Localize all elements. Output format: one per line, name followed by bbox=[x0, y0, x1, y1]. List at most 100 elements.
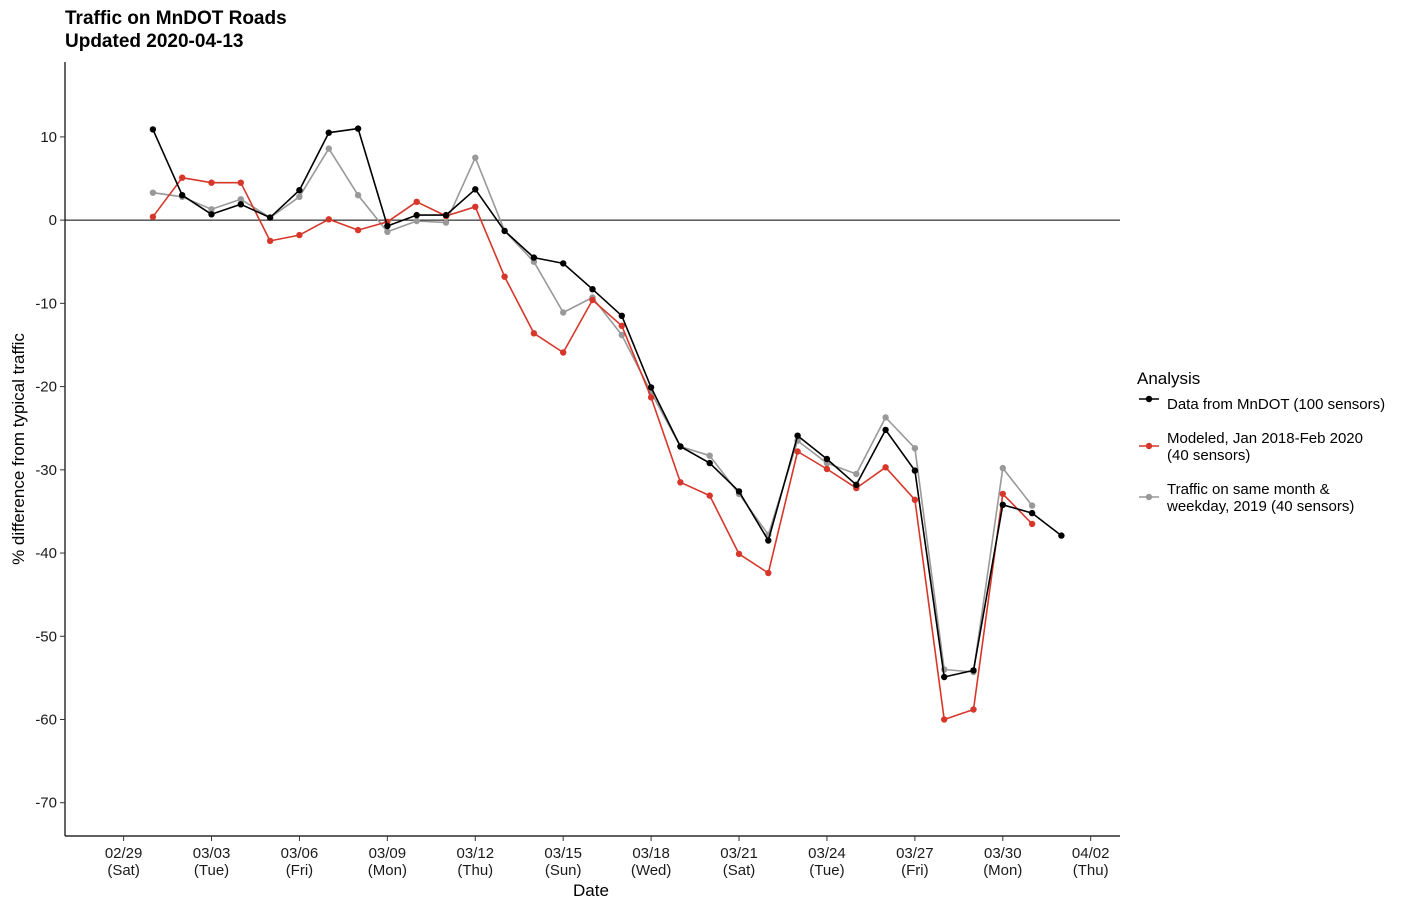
y-tick-label: -50 bbox=[35, 628, 57, 645]
legend-key-point bbox=[1145, 493, 1153, 501]
x-tick-label-date: 04/02 bbox=[1072, 845, 1110, 862]
x-tick-label-weekday: (Mon) bbox=[983, 862, 1022, 879]
y-ticks: 10 0 -10 -20 -30 -40 -50 -60 -70 bbox=[35, 129, 65, 812]
data-point bbox=[911, 467, 919, 474]
x-axis-title: Date bbox=[573, 881, 609, 900]
y-tick-label: 0 bbox=[49, 212, 57, 229]
x-tick-label-date: 02/29 bbox=[105, 845, 143, 862]
data-point bbox=[413, 198, 420, 205]
data-point bbox=[735, 488, 743, 495]
data-point bbox=[354, 226, 362, 234]
legend-label: weekday, 2019 (40 sensors) bbox=[1166, 498, 1354, 515]
data-point bbox=[501, 227, 508, 235]
legend-key-point bbox=[1145, 395, 1153, 403]
y-tick-label: -20 bbox=[35, 379, 57, 396]
data-point bbox=[706, 459, 713, 467]
legend-label: Data from MnDOT (100 sensors) bbox=[1167, 396, 1385, 413]
x-tick-label-weekday: (Sat) bbox=[723, 862, 756, 879]
data-point bbox=[296, 187, 303, 194]
data-point bbox=[853, 481, 860, 488]
data-point bbox=[794, 432, 801, 439]
data-point bbox=[970, 706, 977, 713]
data-point bbox=[911, 496, 919, 503]
data-point bbox=[706, 452, 713, 459]
legend-entry: Modeled, Jan 2018-Feb 2020(40 sensors) bbox=[1139, 430, 1363, 464]
data-point bbox=[208, 206, 215, 213]
data-point bbox=[296, 193, 303, 200]
data-point bbox=[149, 126, 157, 133]
data-point bbox=[208, 211, 215, 218]
data-point bbox=[472, 154, 479, 161]
y-tick-label: -60 bbox=[35, 711, 57, 728]
data-point bbox=[882, 464, 889, 471]
x-tick-label-weekday: (Sat) bbox=[107, 862, 140, 879]
x-tick-label-weekday: (Thu) bbox=[1073, 862, 1109, 879]
legend-key-point bbox=[1145, 442, 1153, 450]
data-point bbox=[384, 228, 391, 235]
data-point bbox=[501, 273, 508, 280]
x-tick-label-date: 03/09 bbox=[369, 845, 407, 862]
data-point bbox=[472, 186, 479, 193]
data-point bbox=[325, 216, 332, 223]
y-tick-label: -30 bbox=[35, 462, 57, 479]
series-layer bbox=[149, 125, 1065, 723]
y-axis-title: % difference from typical traffic bbox=[9, 333, 28, 565]
y-tick-label: -40 bbox=[35, 545, 57, 562]
series-line bbox=[152, 127, 1062, 678]
chart-title-line-1: Traffic on MnDOT Roads bbox=[65, 8, 287, 29]
data-point bbox=[735, 550, 743, 558]
data-point bbox=[618, 322, 625, 329]
legend-entry: Data from MnDOT (100 sensors) bbox=[1139, 395, 1385, 413]
legend-label: (40 sensors) bbox=[1167, 447, 1250, 464]
series-0 bbox=[149, 145, 1036, 676]
data-point bbox=[618, 331, 625, 339]
data-point bbox=[208, 179, 215, 186]
data-point bbox=[882, 426, 889, 434]
data-point bbox=[853, 470, 860, 478]
data-point bbox=[530, 330, 538, 337]
x-tick-label-date: 03/24 bbox=[808, 845, 846, 862]
data-point bbox=[472, 203, 479, 210]
data-point bbox=[1028, 509, 1036, 517]
data-point bbox=[970, 667, 977, 674]
x-tick-label-weekday: (Mon) bbox=[368, 862, 407, 879]
series-2 bbox=[149, 125, 1065, 681]
data-point bbox=[618, 312, 625, 319]
data-point bbox=[266, 214, 274, 221]
legend-label: Modeled, Jan 2018-Feb 2020 bbox=[1167, 430, 1363, 447]
x-ticks: 02/29(Sat)03/03(Tue)03/06(Fri)03/09(Mon)… bbox=[105, 836, 1110, 879]
data-point bbox=[149, 213, 157, 220]
data-point bbox=[882, 414, 889, 421]
data-point bbox=[149, 189, 157, 196]
series-line bbox=[152, 176, 1033, 721]
x-tick-label-date: 03/21 bbox=[720, 845, 758, 862]
data-point bbox=[589, 296, 596, 304]
x-tick-label-weekday: (Tue) bbox=[194, 862, 229, 879]
legend: Analysis Data from MnDOT (100 sensors) Mo… bbox=[1137, 369, 1385, 515]
data-point bbox=[237, 179, 244, 186]
x-tick-label-weekday: (Tue) bbox=[809, 862, 844, 879]
x-tick-label-date: 03/15 bbox=[544, 845, 582, 862]
data-point bbox=[354, 192, 362, 199]
data-point bbox=[765, 569, 772, 577]
y-tick-label: 10 bbox=[40, 129, 57, 146]
x-tick-label-date: 03/12 bbox=[457, 845, 495, 862]
x-tick-label-date: 03/06 bbox=[281, 845, 319, 862]
data-point bbox=[442, 211, 450, 219]
data-point bbox=[237, 201, 244, 208]
data-point bbox=[296, 231, 303, 239]
data-point bbox=[706, 492, 713, 499]
data-point bbox=[911, 445, 919, 452]
data-point bbox=[1058, 532, 1065, 539]
data-point bbox=[999, 501, 1006, 508]
x-tick-label-weekday: (Thu) bbox=[457, 862, 493, 879]
x-tick-label-date: 03/30 bbox=[984, 845, 1022, 862]
series-1 bbox=[149, 174, 1036, 723]
chart-title: Traffic on MnDOT Roads Updated 2020-04-1… bbox=[65, 7, 287, 53]
data-point bbox=[384, 222, 391, 230]
data-point bbox=[794, 448, 801, 455]
data-point bbox=[560, 349, 567, 356]
data-point bbox=[999, 490, 1006, 498]
x-tick-label-weekday: (Fri) bbox=[286, 862, 313, 879]
